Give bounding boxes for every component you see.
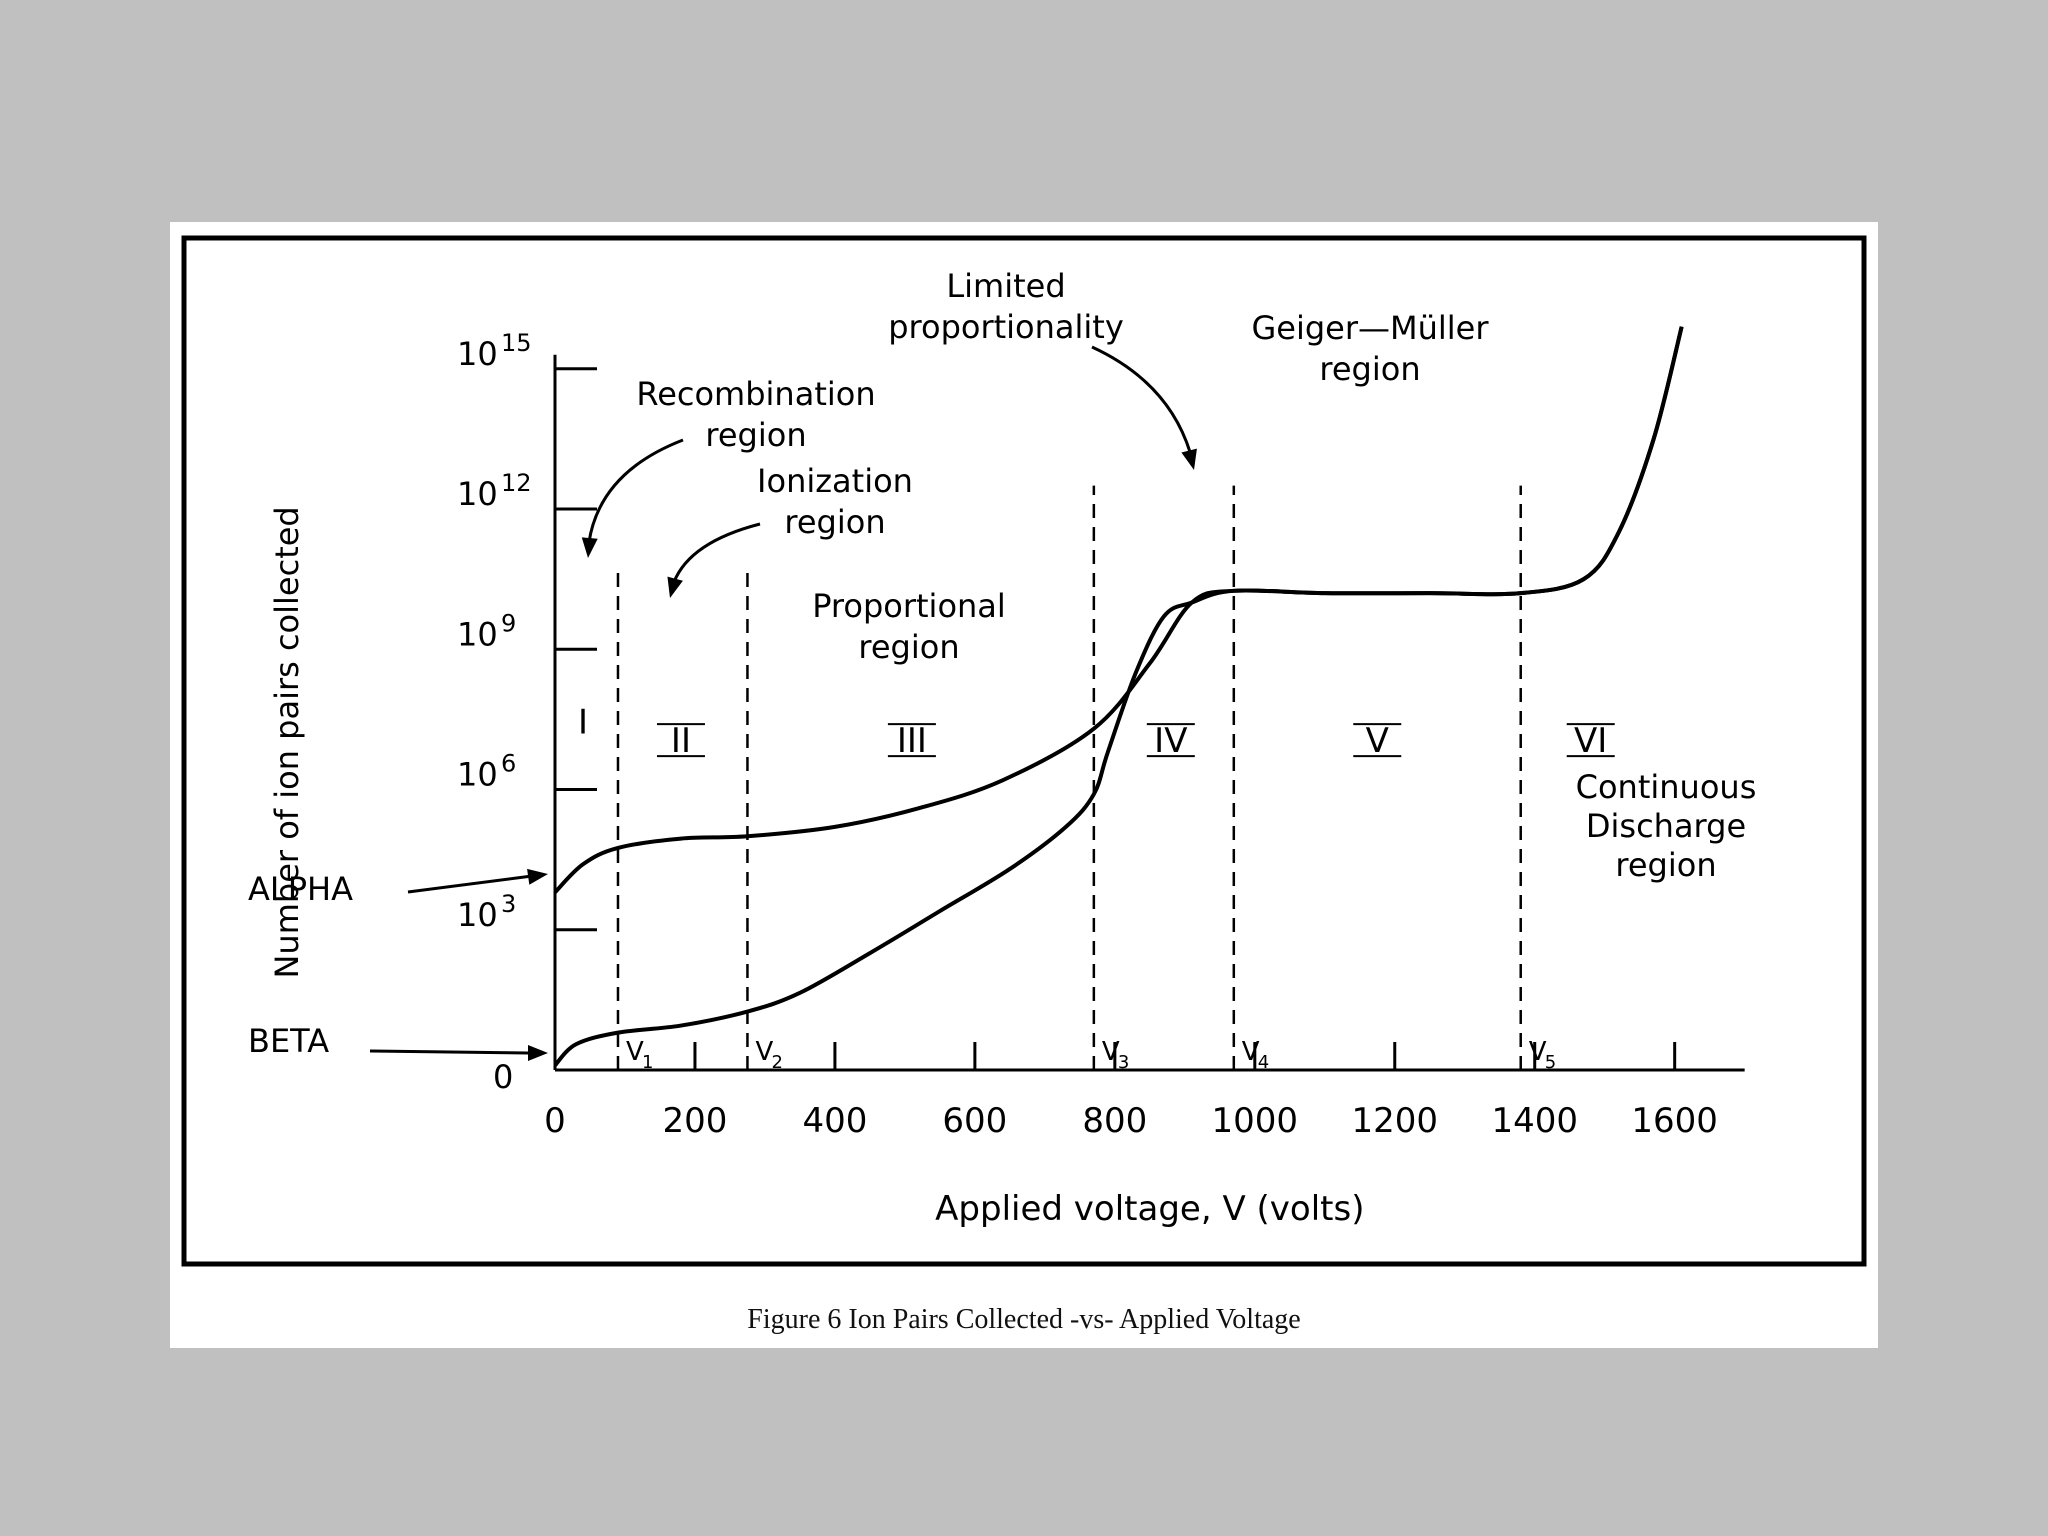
x-tick-label: 1000	[1212, 1101, 1299, 1141]
ionization-arrow-line	[672, 522, 761, 583]
y-tick-label: 10 12	[457, 469, 532, 513]
series	[553, 326, 1684, 1067]
region-numeral: IV	[1154, 721, 1187, 761]
annotation-line: proportionality	[888, 308, 1124, 346]
y-tick-exponent: 15	[501, 329, 532, 357]
y-tick-exponent: 6	[501, 750, 516, 778]
alpha-arrow-head	[527, 868, 548, 885]
y-tick-label: 10 15	[457, 329, 532, 373]
y-tick-exponent: 12	[501, 469, 532, 497]
alpha-arrow-line	[407, 874, 533, 894]
y-tick-base: 10	[457, 335, 498, 373]
boundary-label-index: 5	[1545, 1052, 1556, 1073]
region-numeral: VI	[1574, 721, 1607, 761]
series-label-alpha: ALPHA	[248, 870, 353, 908]
y-tick-exponent: 3	[501, 890, 516, 918]
y-tick-base: 10	[457, 615, 498, 653]
annotation-line: Discharge	[1586, 807, 1746, 845]
annotation-line: region	[705, 416, 806, 454]
annotation-line: region	[784, 503, 885, 541]
beta-arrow-head	[528, 1045, 548, 1061]
annotation-line: Continuous	[1576, 768, 1757, 806]
y-tick-base: 10	[457, 475, 498, 513]
region-numeral: III	[897, 721, 927, 761]
boundary-label-index: 3	[1118, 1052, 1129, 1073]
chart-frame	[181, 235, 1867, 1267]
limited-arrow-line	[1091, 345, 1192, 453]
recombination-arrow-line	[587, 438, 684, 543]
labels: I II III IV V VIALPHABETARecombinationregionI…	[248, 267, 1756, 1061]
x-tick-label: 1200	[1351, 1101, 1438, 1141]
limited-arrow-head	[1181, 448, 1197, 470]
region-numeral: V	[1366, 721, 1389, 761]
ionization-arrow-head	[667, 576, 683, 598]
y-tick-label: 10 3	[457, 890, 516, 934]
boundary-label-index: 4	[1258, 1052, 1269, 1073]
y-tick-exponent: 9	[501, 609, 516, 637]
boundary-label-v: V	[755, 1037, 773, 1067]
annotation-line: Proportional	[812, 587, 1006, 625]
y-tick-base: 10	[457, 896, 498, 934]
y-tick-label: 10 6	[457, 750, 516, 794]
annotation-line: region	[1615, 846, 1716, 884]
recombination-arrow-head	[581, 537, 598, 558]
x-tick-label: 800	[1082, 1101, 1147, 1141]
x-tick-label: 200	[663, 1101, 728, 1141]
boundary-label-index: 1	[642, 1052, 653, 1073]
y-tick-base: 10	[457, 756, 498, 794]
beta-arrow-line	[369, 1049, 529, 1055]
boundary-label: V2	[755, 1037, 782, 1073]
annotation-line: region	[1319, 350, 1420, 388]
boundary-label-v: V	[626, 1037, 644, 1067]
y-tick-label: 0	[493, 1058, 513, 1096]
region-numeral: II	[671, 721, 691, 761]
ion-pairs-chart: V1 V2 V3 V4 V5 0 200 400 600 800 1000 1200 1400 1600…	[181, 235, 1867, 1267]
region-numeral: I	[578, 702, 588, 742]
x-tick-label: 1400	[1491, 1101, 1578, 1141]
x-tick-label: 1600	[1631, 1101, 1718, 1141]
x-tick-label: 600	[942, 1101, 1007, 1141]
x-tick-label: 0	[544, 1101, 566, 1141]
y-axis-title: Number of ion pairs collected	[268, 506, 306, 978]
annotation-line: region	[858, 628, 959, 666]
annotation-line: Recombination	[636, 375, 875, 413]
x-axis-title: Applied voltage, V (volts)	[935, 1189, 1364, 1229]
annotation-line: Geiger—Müller	[1251, 309, 1489, 347]
y-tick-label: 10 9	[457, 609, 516, 653]
boundary-label: V1	[626, 1037, 653, 1073]
figure-caption: Figure 6 Ion Pairs Collected -vs- Applie…	[747, 1304, 1301, 1335]
series-label-beta: BETA	[248, 1022, 329, 1060]
boundary-label-index: 2	[771, 1052, 782, 1073]
annotation-line: Limited	[946, 267, 1065, 305]
annotation-line: Ionization	[757, 462, 913, 500]
series-line-beta	[553, 326, 1684, 1067]
x-tick-label: 400	[802, 1101, 867, 1141]
